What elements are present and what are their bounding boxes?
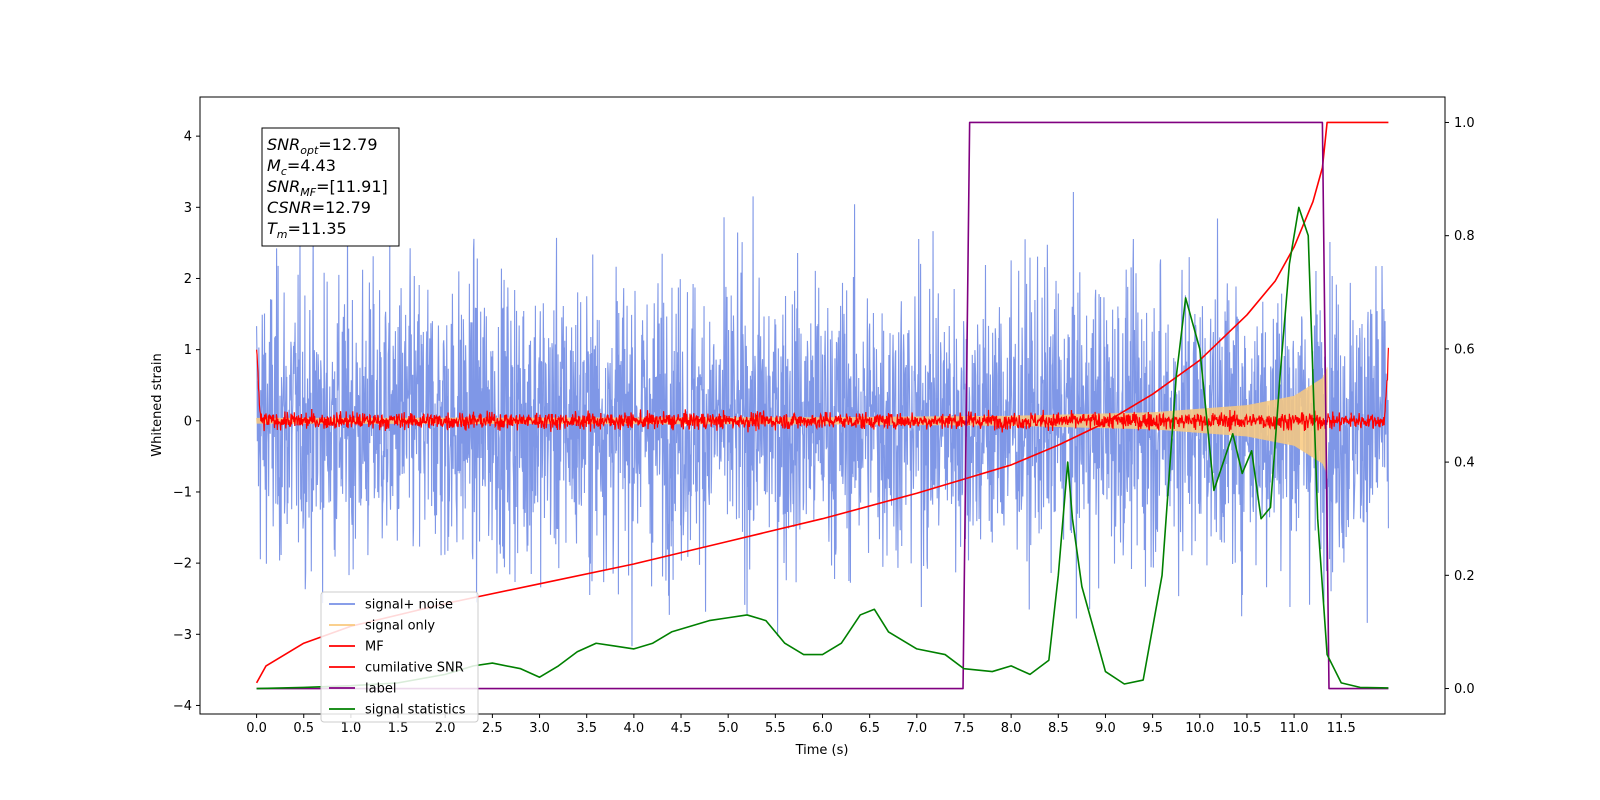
y2-tick-label: 0.0: [1454, 682, 1475, 697]
series-label: [256, 121, 1389, 690]
x-tick-label: 2.5: [482, 721, 503, 736]
x-tick-label: 3.0: [529, 721, 550, 736]
x-axis-label: Time (s): [795, 743, 849, 758]
y-axis-label: Whitened strain: [150, 353, 165, 456]
y-tick-label: 3: [184, 201, 192, 216]
x-tick-label: 8.0: [1001, 721, 1022, 736]
annotation-line: Tm=11.35: [267, 219, 347, 241]
x-tick-label: 2.0: [435, 721, 456, 736]
x-tick-label: 10.0: [1185, 721, 1214, 736]
x-tick-label: 4.0: [624, 721, 645, 736]
x-tick-label: 6.0: [812, 721, 833, 736]
y2-tick-label: 0.8: [1454, 229, 1475, 244]
legend-entry: signal only: [365, 619, 435, 634]
x-tick-label: 9.0: [1095, 721, 1116, 736]
y2-tick-label: 1.0: [1454, 116, 1475, 131]
x-tick-label: 6.5: [859, 721, 880, 736]
x-tick-label: 7.5: [954, 721, 975, 736]
x-tick-label: 3.5: [576, 721, 597, 736]
series-mf: [255, 347, 1390, 433]
x-tick-label: 11.5: [1327, 721, 1356, 736]
y-tick-label: −1: [173, 485, 192, 500]
x-tick-label: 0.5: [293, 721, 314, 736]
x-tick-label: 1.0: [341, 721, 362, 736]
x-tick-label: 7.0: [906, 721, 927, 736]
annotation-line: SNRMF=[11.91]: [267, 177, 388, 199]
x-tick-label: 10.5: [1232, 721, 1261, 736]
annotation-frame: [261, 127, 400, 247]
x-tick-label: 5.0: [718, 721, 739, 736]
y-tick-label: 1: [184, 343, 192, 358]
legend-entry: signal statistics: [365, 703, 466, 718]
y-tick-label: 4: [184, 130, 192, 145]
x-tick-label: 1.5: [388, 721, 409, 736]
y2-tick-label: 0.4: [1454, 456, 1475, 471]
series-signal-noise: [256, 191, 1389, 647]
y-tick-label: −4: [173, 699, 192, 714]
x-tick-label: 8.5: [1048, 721, 1069, 736]
annotation-box: SNRopt=12.79Mc=4.43SNRMF=[11.91]CSNR=12.…: [261, 127, 400, 247]
x-tick-label: 11.0: [1280, 721, 1309, 736]
x-tick-label: 0.0: [246, 721, 267, 736]
annotation-line: CSNR=12.79: [267, 198, 371, 217]
y-tick-label: 0: [184, 414, 192, 429]
legend-frame: [320, 591, 479, 723]
legend-entry: MF: [365, 640, 384, 655]
legend-entry: signal+ noise: [365, 598, 453, 613]
y-tick-label: 2: [184, 272, 192, 287]
x-tick-label: 5.5: [765, 721, 786, 736]
legend-entry: label: [365, 682, 396, 697]
series-signal-statistics: [256, 206, 1389, 690]
y-tick-label: −2: [173, 557, 192, 572]
axes-layer: 0.0 0.5 1.0 1.5 2.0 2.5 3.0 3.5 4.0 4.5 5.0 5.5 6.0 6…: [173, 116, 1475, 736]
series-layer: [255, 121, 1390, 690]
annotation-line: Mc=4.43: [267, 156, 336, 178]
x-tick-label: 4.5: [671, 721, 692, 736]
legend-entry: cumilative SNR: [365, 661, 464, 676]
x-tick-label: 9.5: [1142, 721, 1163, 736]
y-tick-label: −3: [173, 628, 192, 643]
y2-tick-label: 0.6: [1454, 342, 1475, 357]
y2-tick-label: 0.2: [1454, 569, 1475, 584]
legend: signal+ noise signal only MF cumilative SNR…: [320, 591, 479, 723]
annotation-line: SNRopt=12.79: [267, 135, 378, 157]
